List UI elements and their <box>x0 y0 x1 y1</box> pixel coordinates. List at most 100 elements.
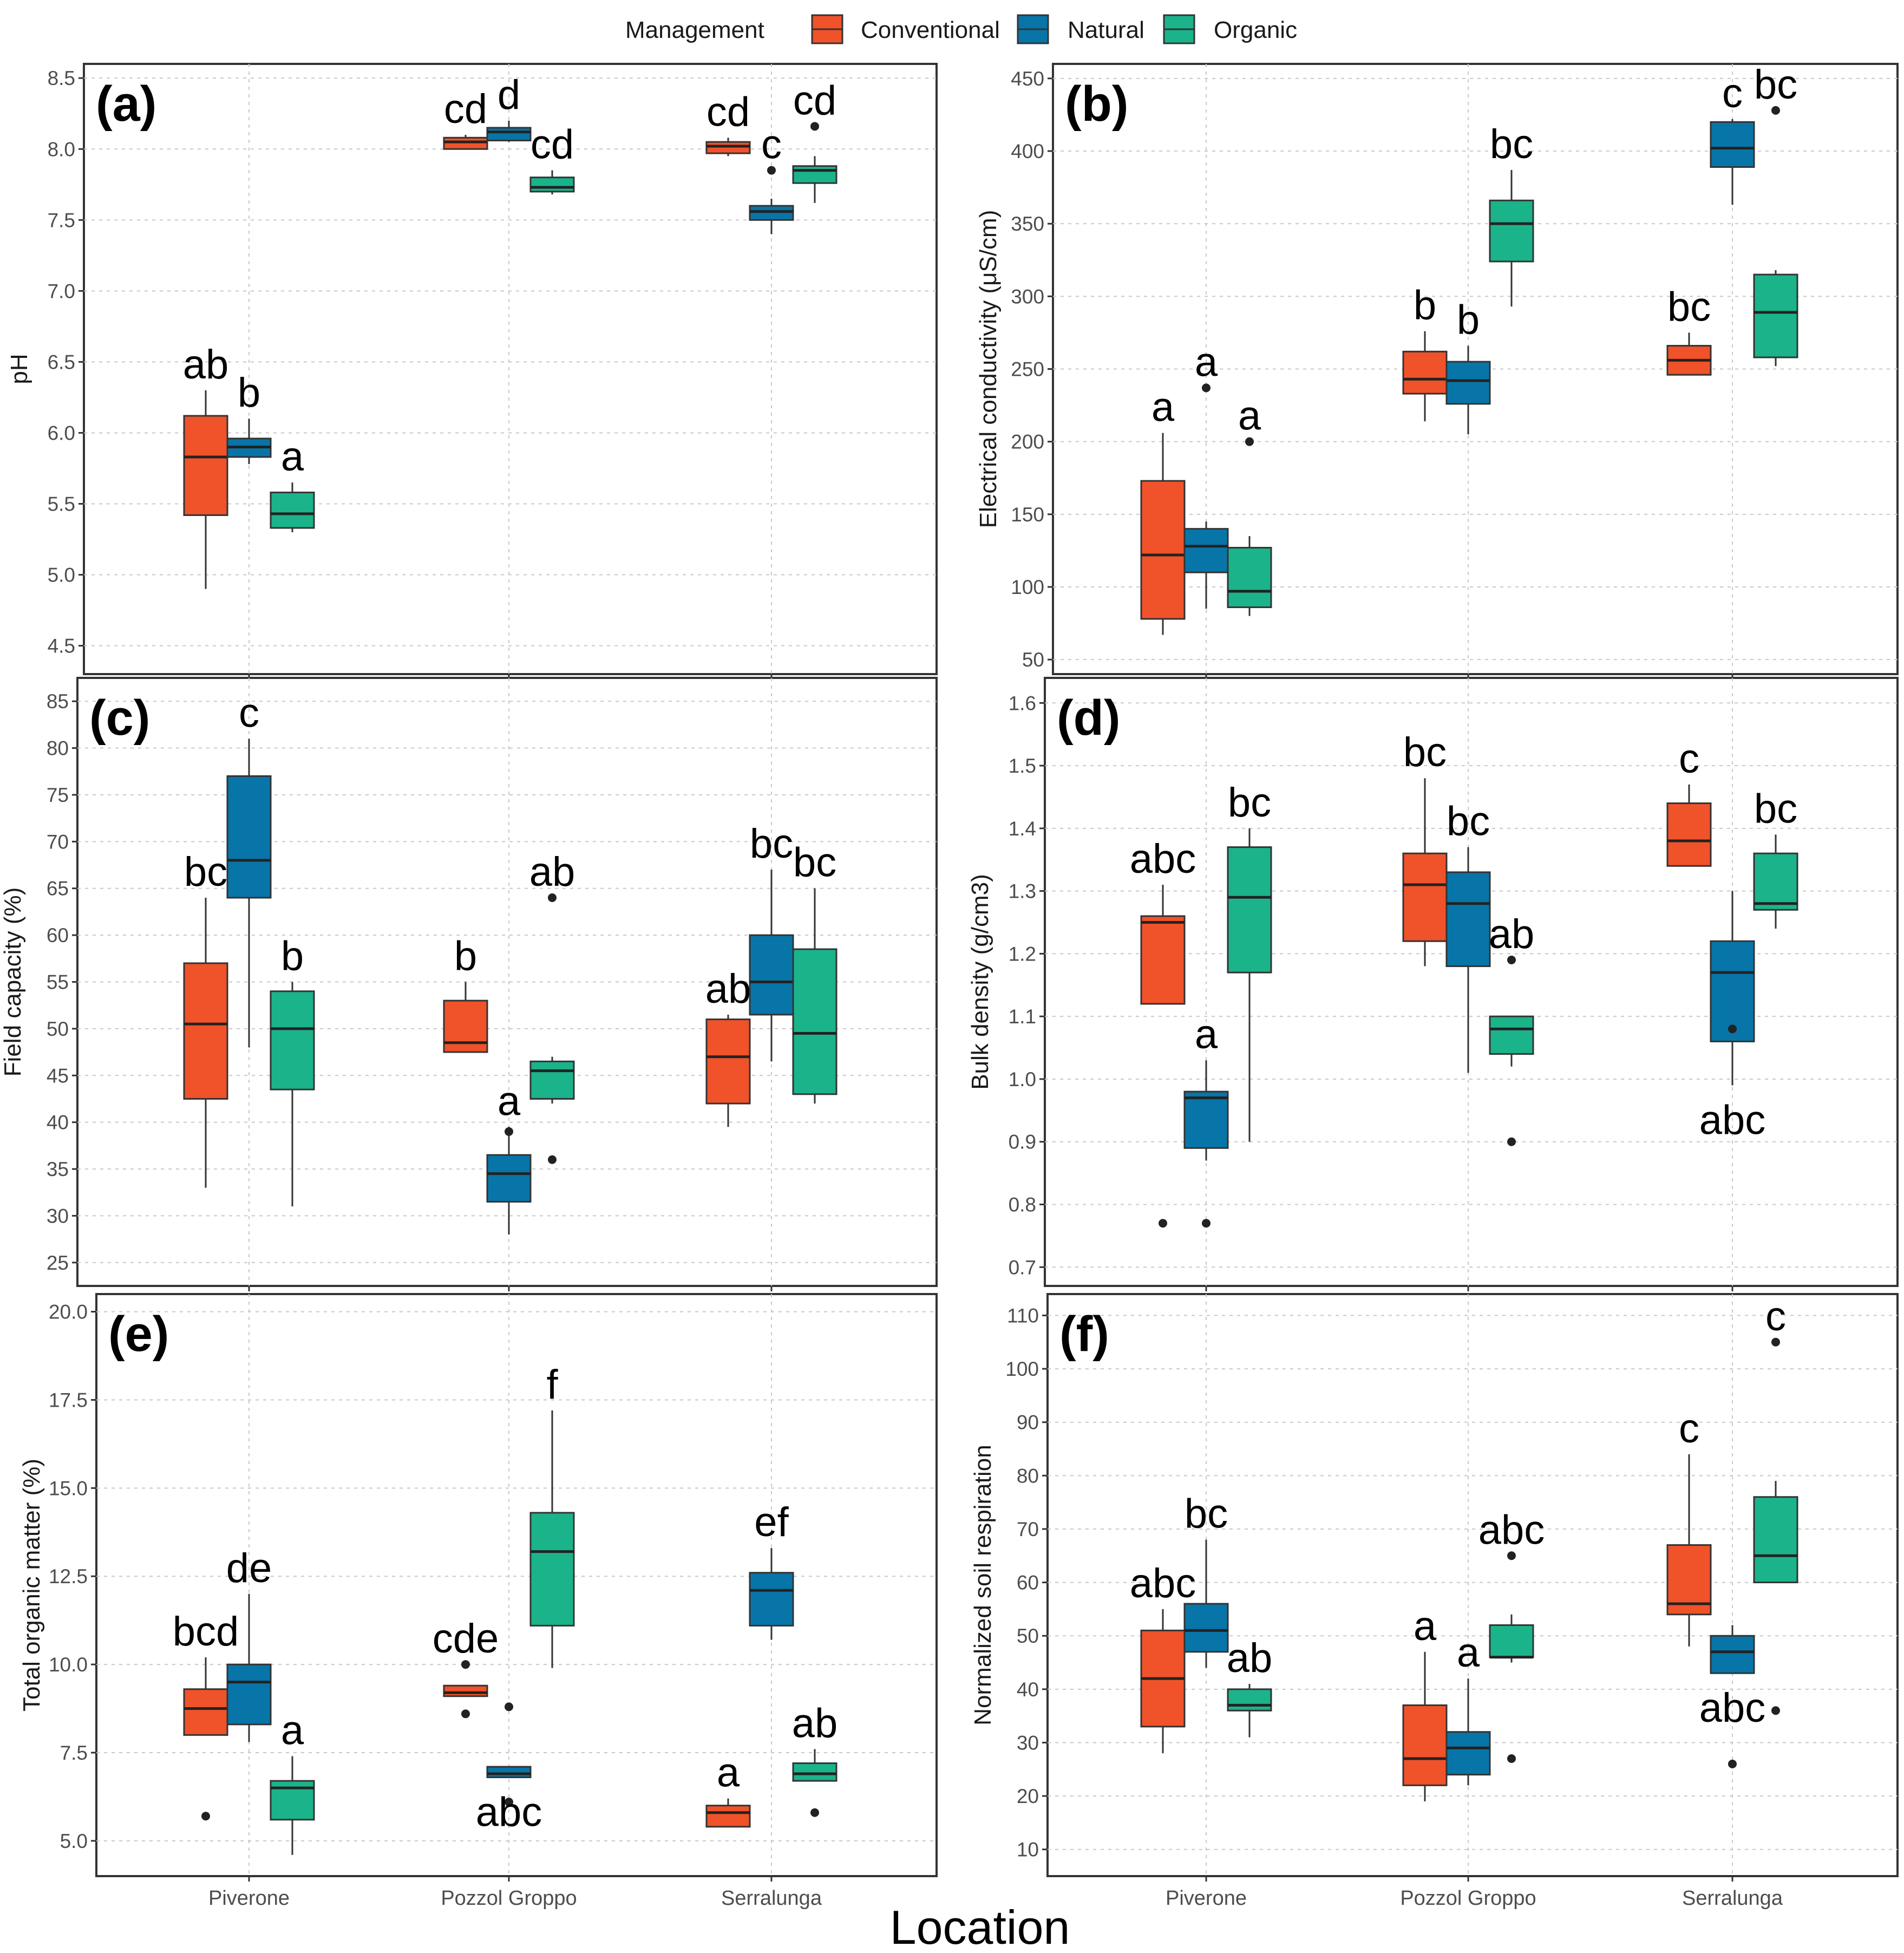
significance-letter: cd <box>531 122 574 168</box>
y-tick-label: 17.5 <box>49 1389 88 1411</box>
box-body <box>1183 1603 1229 1653</box>
box-conventional: abc <box>1130 836 1196 1228</box>
outlier-point <box>1507 955 1516 964</box>
y-tick-label: 65 <box>47 878 69 900</box>
y-tick-label: 250 <box>1011 358 1044 381</box>
box-natural: c <box>226 690 272 1048</box>
y-tick-label: 45 <box>47 1064 69 1087</box>
significance-letter: bc <box>1228 780 1271 826</box>
box-organic: f <box>529 1362 575 1668</box>
significance-letter: a <box>498 1078 521 1124</box>
significance-letter: a <box>1414 1603 1437 1649</box>
y-tick-label: 20 <box>1017 1785 1039 1807</box>
box-body <box>1710 940 1755 1042</box>
box-body <box>529 177 575 193</box>
y-tick-label: 1.0 <box>1009 1068 1036 1090</box>
box-body <box>705 141 751 154</box>
box-natural: de <box>226 1545 272 1742</box>
y-tick-label: 50 <box>1022 649 1044 671</box>
outlier-point <box>1507 1137 1516 1146</box>
significance-letter: b <box>1414 283 1436 329</box>
x-tick-label: Serralunga <box>1682 1887 1783 1910</box>
y-tick-label: 400 <box>1011 140 1044 162</box>
box-body <box>1227 846 1272 974</box>
panel-tag: (b) <box>1065 76 1128 132</box>
panel-tag: (d) <box>1057 690 1120 746</box>
significance-letter: abc <box>1699 1685 1766 1731</box>
significance-letter: ab <box>183 342 229 388</box>
significance-letter: bc <box>184 849 227 895</box>
legend-title: Management <box>625 17 764 43</box>
significance-letter: bc <box>1490 121 1533 167</box>
significance-letter: bc <box>1754 62 1797 108</box>
outlier-point <box>1771 106 1780 115</box>
box-organic: c <box>1753 1294 1798 1715</box>
y-axis-title: Electrical conductivity (μS/cm) <box>975 210 1002 528</box>
box-body <box>1445 361 1491 405</box>
significance-letter: bc <box>1667 284 1711 330</box>
outlier-point <box>1507 1754 1516 1763</box>
outlier-point <box>1728 1024 1737 1034</box>
panel-f: 10 20 30 40 50 60 70 80 90 100 110 Normalized soil … <box>970 1293 1899 1882</box>
y-tick-label: 450 <box>1011 68 1044 90</box>
box-organic: cd <box>529 122 575 195</box>
y-tick-label: 1.1 <box>1009 1005 1036 1028</box>
box-body <box>1227 1688 1272 1712</box>
x-axis-title: Location <box>890 1900 1070 1953</box>
box-body <box>529 1512 575 1627</box>
significance-letter: d <box>498 72 520 118</box>
box-organic: a <box>270 1707 315 1855</box>
significance-letter: a <box>281 434 304 480</box>
box-body <box>1489 199 1534 263</box>
y-axis-title: pH <box>6 354 32 384</box>
box-conventional: abc <box>1130 1560 1196 1754</box>
box-natural: b <box>226 370 272 465</box>
box-organic: a <box>270 434 315 532</box>
box-body <box>1753 1496 1798 1584</box>
box-natural: a <box>1183 1011 1229 1228</box>
y-tick-label: 50 <box>1017 1625 1039 1647</box>
y-tick-label: 8.0 <box>48 138 75 160</box>
y-tick-label: 100 <box>1011 576 1044 598</box>
significance-letter: abc <box>1699 1098 1766 1144</box>
significance-letter: abc <box>1130 1560 1196 1606</box>
y-tick-label: 8.5 <box>48 67 75 89</box>
box-body <box>183 1688 228 1736</box>
panel-b: 50 100 150 200 250 300 350 400 450 Electrical con… <box>975 62 1899 680</box>
box-body <box>1666 802 1712 867</box>
y-tick-label: 300 <box>1011 285 1044 308</box>
panel-tag: (c) <box>89 690 150 746</box>
y-tick-label: 7.5 <box>48 209 75 231</box>
significance-letter: bc <box>1185 1491 1228 1537</box>
significance-letter: abc <box>1478 1507 1545 1553</box>
box-natural: bc <box>1445 799 1491 1073</box>
significance-letter: c <box>239 690 259 736</box>
box-body <box>443 136 488 150</box>
box-body <box>792 165 838 184</box>
y-tick-label: 70 <box>47 831 69 853</box>
box-body <box>1489 1015 1534 1055</box>
significance-letter: bcd <box>173 1609 239 1655</box>
y-tick-label: 25 <box>47 1252 69 1274</box>
y-tick-label: 1.3 <box>1009 880 1036 903</box>
box-conventional: bc <box>1666 284 1712 376</box>
y-tick-label: 0.9 <box>1009 1131 1036 1153</box>
y-tick-label: 0.7 <box>1009 1256 1036 1278</box>
y-tick-label: 90 <box>1017 1412 1039 1434</box>
significance-letter: a <box>1151 384 1175 430</box>
outlier-point <box>1245 437 1254 446</box>
x-tick-label: Serralunga <box>721 1887 822 1910</box>
box-natural: b <box>1445 297 1491 435</box>
box-body <box>1402 852 1448 942</box>
outlier-point <box>505 1798 513 1807</box>
significance-letter: ef <box>754 1499 789 1545</box>
legend-label-natural: Natural <box>1068 17 1144 43</box>
box-natural: bc <box>1183 1491 1229 1668</box>
y-tick-label: 40 <box>1017 1678 1039 1701</box>
box-conventional: c <box>1666 736 1712 867</box>
significance-letter: ab <box>1227 1635 1273 1681</box>
box-body <box>1183 528 1229 573</box>
significance-letter: b <box>1457 297 1480 343</box>
box-natural: abc <box>1699 891 1766 1144</box>
